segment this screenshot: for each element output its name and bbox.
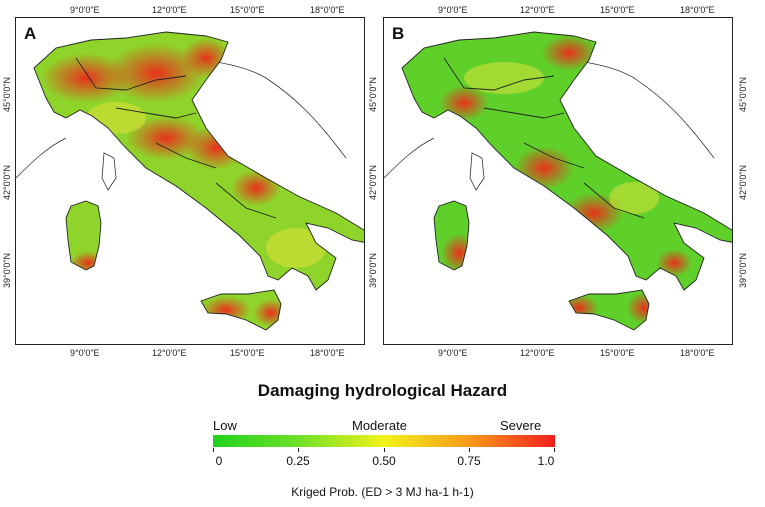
lon-tick-a-top-18e: 18°0'0"E bbox=[310, 5, 345, 15]
lat-tick-b-left-45n: 45°0'0"N bbox=[368, 76, 378, 112]
corsica bbox=[469, 152, 485, 191]
colorbar-tick bbox=[554, 448, 555, 452]
legend-category-severe: Severe bbox=[500, 418, 542, 433]
colorbar-tick bbox=[469, 448, 470, 452]
lat-tick-b-left-39n: 39°0'0"N bbox=[368, 252, 378, 288]
lon-tick-a-top-15e: 15°0'0"E bbox=[230, 5, 265, 15]
lon-tick-a-bottom-18e: 18°0'0"E bbox=[310, 348, 345, 358]
colorbar-tick bbox=[384, 448, 385, 452]
corsica bbox=[101, 152, 117, 191]
lat-tick-b-right-45n: 45°0'0"N bbox=[738, 76, 748, 112]
map-panel-b: B bbox=[383, 17, 733, 345]
colorbar-label-050: 0.50 bbox=[372, 454, 396, 468]
lon-tick-a-top-9e: 9°0'0"E bbox=[70, 5, 100, 15]
hazard-raster-a bbox=[34, 32, 364, 330]
lon-tick-a-bottom-9e: 9°0'0"E bbox=[70, 348, 100, 358]
colorbar-tick bbox=[298, 448, 299, 452]
western-coastline bbox=[16, 137, 67, 179]
legend-category-moderate: Moderate bbox=[352, 418, 407, 433]
lon-tick-b-bottom-15e: 15°0'0"E bbox=[600, 348, 635, 358]
lat-tick-b-right-39n: 39°0'0"N bbox=[738, 252, 748, 288]
colorbar bbox=[213, 435, 555, 447]
lon-tick-b-bottom-12e: 12°0'0"E bbox=[520, 348, 555, 358]
lon-tick-b-bottom-9e: 9°0'0"E bbox=[438, 348, 468, 358]
lat-tick-a-left-39n: 39°0'0"N bbox=[2, 252, 12, 288]
hazard-raster-b bbox=[402, 32, 732, 330]
lat-tick-b-left-42n: 42°0'0"N bbox=[368, 164, 378, 200]
colorbar-axis-caption: Kriged Prob. (ED > 3 MJ ha-1 h-1) bbox=[291, 485, 474, 499]
lon-tick-a-top-12e: 12°0'0"E bbox=[152, 5, 187, 15]
map-panel-a: A bbox=[15, 17, 365, 345]
lon-tick-a-bottom-15e: 15°0'0"E bbox=[230, 348, 265, 358]
lat-tick-a-left-42n: 42°0'0"N bbox=[2, 164, 12, 200]
panel-label-b: B bbox=[392, 24, 405, 43]
region-boundaries-b bbox=[401, 31, 732, 331]
lon-tick-b-top-12e: 12°0'0"E bbox=[520, 5, 555, 15]
colorbar-label-0: 0 bbox=[215, 454, 223, 468]
colorbar-label-025: 0.25 bbox=[286, 454, 310, 468]
lat-tick-b-right-42n: 42°0'0"N bbox=[738, 164, 748, 200]
lon-tick-b-top-18e: 18°0'0"E bbox=[680, 5, 715, 15]
panel-label-a: A bbox=[24, 24, 37, 43]
italy-hazard-map-b bbox=[384, 31, 732, 331]
colorbar-label-075: 0.75 bbox=[457, 454, 481, 468]
legend-category-low: Low bbox=[213, 418, 237, 433]
lon-tick-b-top-15e: 15°0'0"E bbox=[600, 5, 635, 15]
lat-tick-a-left-45n: 45°0'0"N bbox=[2, 76, 12, 112]
italy-hazard-map-a bbox=[16, 31, 364, 331]
colorbar-tick bbox=[213, 448, 214, 452]
colorbar-label-10: 1.0 bbox=[537, 454, 555, 468]
lon-tick-b-top-9e: 9°0'0"E bbox=[438, 5, 468, 15]
western-coastline bbox=[384, 137, 435, 179]
legend-title: Damaging hydrological Hazard bbox=[257, 381, 508, 400]
lon-tick-a-bottom-12e: 12°0'0"E bbox=[152, 348, 187, 358]
lon-tick-b-bottom-18e: 18°0'0"E bbox=[680, 348, 715, 358]
region-boundaries-a bbox=[33, 31, 364, 331]
